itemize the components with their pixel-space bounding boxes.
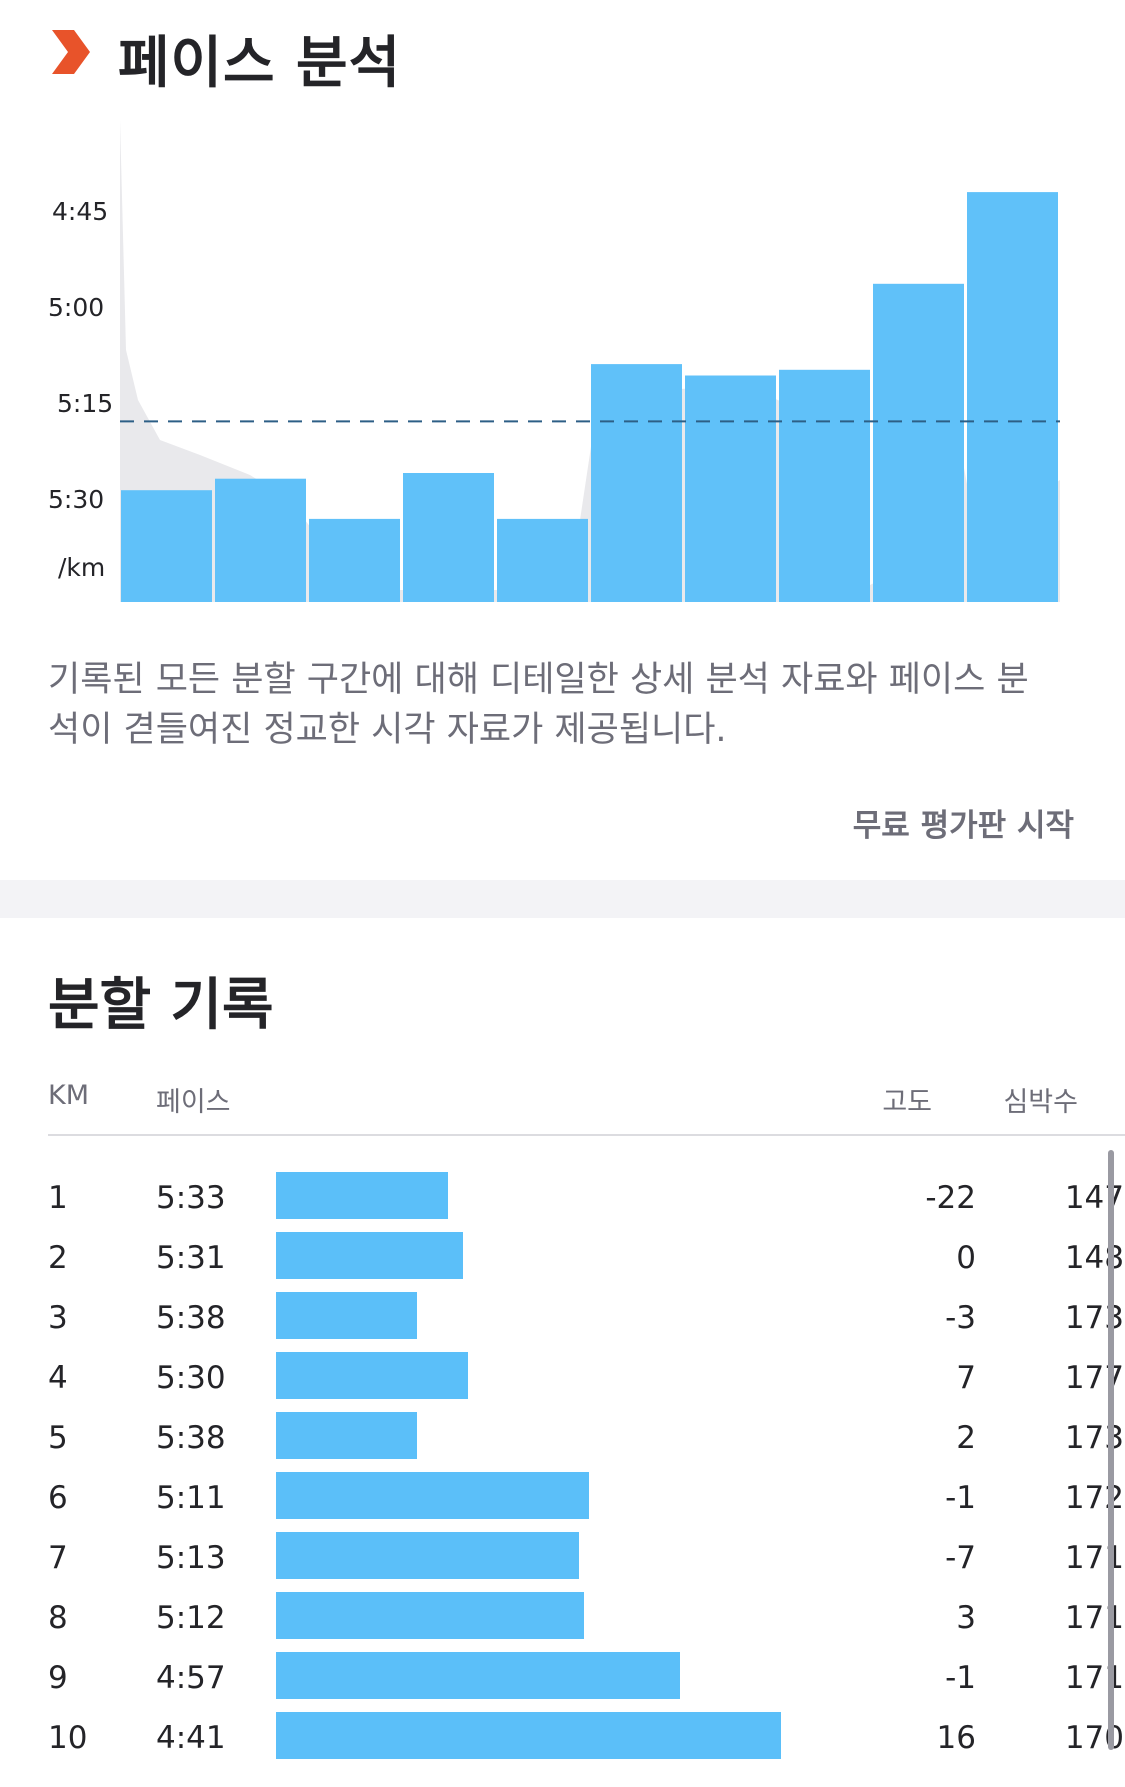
pace-bar-km-2 <box>215 478 306 602</box>
split-elevation: 2 <box>956 1420 976 1456</box>
split-pace: 4:41 <box>156 1720 226 1756</box>
split-pace: 5:11 <box>156 1480 226 1516</box>
split-elevation: 16 <box>936 1720 976 1756</box>
split-km: 5 <box>48 1420 68 1456</box>
y-axis-unit-label: /km <box>58 553 105 582</box>
split-km: 8 <box>48 1600 68 1636</box>
split-pace: 5:30 <box>156 1360 226 1396</box>
pace-analysis-title: 페이스 분석 <box>118 31 402 96</box>
split-elevation: -22 <box>925 1180 976 1216</box>
splits-table-header: KM 페이스 고도 심박수 <box>48 1080 1125 1136</box>
split-heart-rate: 171 <box>1064 1600 1124 1636</box>
split-pace-bar <box>276 1232 463 1279</box>
pace-bar-km-8 <box>779 369 870 602</box>
split-heart-rate: 171 <box>1064 1660 1124 1696</box>
split-elevation: -3 <box>945 1300 976 1336</box>
table-row: 8 5:12 3 171 <box>48 1592 1124 1652</box>
split-pace-bar <box>276 1592 584 1639</box>
table-row: 1 5:33 -22 147 <box>48 1172 1124 1232</box>
split-pace-bar <box>276 1352 468 1399</box>
pace-bar-km-7 <box>685 375 776 602</box>
split-pace-bar <box>276 1532 579 1579</box>
pace-bar-km-10 <box>967 192 1058 602</box>
split-heart-rate: 173 <box>1064 1420 1124 1456</box>
pace-analysis-description: 기록된 모든 분할 구간에 대해 디테일한 상세 분석 자료와 페이스 분석이 … <box>48 660 1029 750</box>
split-elevation: -1 <box>945 1660 976 1696</box>
split-km: 2 <box>48 1240 68 1276</box>
pace-bars <box>121 192 1058 602</box>
table-row: 7 5:13 -7 171 <box>48 1532 1124 1592</box>
split-km: 7 <box>48 1540 68 1576</box>
pace-bar-km-9 <box>873 283 964 602</box>
chevron-right-icon <box>52 30 90 74</box>
split-pace: 4:57 <box>156 1660 226 1696</box>
header-divider-line <box>48 1134 1125 1136</box>
split-pace-bar <box>276 1292 417 1339</box>
table-row: 9 4:57 -1 171 <box>48 1652 1124 1712</box>
split-pace-bar <box>276 1412 417 1459</box>
y-axis-ticks: 4:45 5:00 5:15 5:30 /km <box>48 197 113 582</box>
column-header-elevation: 고도 <box>882 1087 932 1118</box>
table-row: 3 5:38 -3 173 <box>48 1292 1124 1352</box>
splits-title: 분할 기록 <box>48 973 274 1038</box>
split-pace-bar <box>276 1172 448 1219</box>
split-km: 3 <box>48 1300 68 1336</box>
table-row: 4 5:30 7 177 <box>48 1352 1124 1412</box>
split-heart-rate: 173 <box>1064 1300 1124 1336</box>
y-tick-label: 5:30 <box>48 485 104 514</box>
table-row: 10 4:41 16 170 <box>48 1712 1124 1772</box>
pace-bar-km-3 <box>309 518 400 602</box>
split-heart-rate: 172 <box>1064 1480 1124 1516</box>
pace-bar-km-5 <box>497 518 588 602</box>
split-elevation: 3 <box>956 1600 976 1636</box>
split-pace: 5:13 <box>156 1540 226 1576</box>
table-row: 5 5:38 2 173 <box>48 1412 1124 1472</box>
split-elevation: -1 <box>945 1480 976 1516</box>
pace-bar-km-4 <box>403 473 494 602</box>
split-elevation: 7 <box>956 1360 976 1396</box>
split-km: 9 <box>48 1660 68 1696</box>
split-pace: 5:31 <box>156 1240 226 1276</box>
pace-analysis-header: 페이스 분석 <box>0 0 1125 110</box>
pace-chart-svg: 4:45 5:00 5:15 5:30 /km <box>48 120 1060 602</box>
y-tick-label: 4:45 <box>52 197 108 226</box>
split-heart-rate: 177 <box>1064 1360 1124 1396</box>
split-elevation: -7 <box>945 1540 976 1576</box>
split-heart-rate: 148 <box>1064 1240 1124 1276</box>
split-heart-rate: 170 <box>1064 1720 1124 1756</box>
column-header-heart-rate: 심박수 <box>1003 1087 1078 1118</box>
pace-bar-km-1 <box>121 490 212 602</box>
y-tick-label: 5:15 <box>57 389 113 418</box>
y-tick-label: 5:00 <box>48 293 104 322</box>
split-pace: 5:33 <box>156 1180 226 1216</box>
split-pace: 5:38 <box>156 1300 226 1336</box>
pace-bar-km-6 <box>591 364 682 602</box>
splits-table-body: 1 5:33 -22 147 2 5:31 0 148 3 5:38 -3 17… <box>48 1172 1124 1772</box>
start-free-trial-link[interactable]: 무료 평가판 시작 <box>852 808 1074 844</box>
split-pace-bar <box>276 1712 781 1759</box>
section-divider <box>0 880 1125 918</box>
split-km: 6 <box>48 1480 68 1516</box>
split-pace: 5:38 <box>156 1420 226 1456</box>
split-pace: 5:12 <box>156 1600 226 1636</box>
split-pace-bar <box>276 1472 589 1519</box>
split-km: 1 <box>48 1180 68 1216</box>
pace-chart: 4:45 5:00 5:15 5:30 /km <box>0 120 1125 620</box>
table-row: 6 5:11 -1 172 <box>48 1472 1124 1532</box>
split-heart-rate: 147 <box>1064 1180 1124 1216</box>
vertical-scrollbar[interactable] <box>1108 1150 1114 1750</box>
column-header-pace: 페이스 <box>156 1087 231 1118</box>
table-row: 2 5:31 0 148 <box>48 1232 1124 1292</box>
split-km: 10 <box>48 1720 88 1756</box>
split-pace-bar <box>276 1652 680 1699</box>
column-header-km: KM <box>48 1080 90 1111</box>
split-heart-rate: 171 <box>1064 1540 1124 1576</box>
split-elevation: 0 <box>956 1240 976 1276</box>
split-km: 4 <box>48 1360 68 1396</box>
